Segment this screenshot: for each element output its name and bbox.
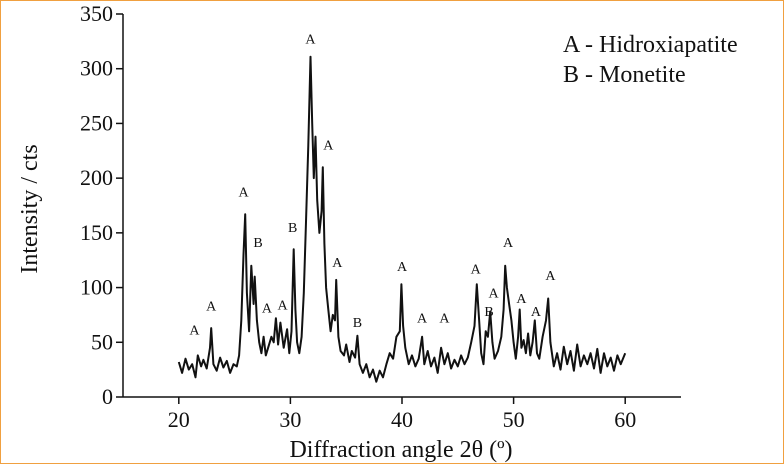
peak-label-b: B bbox=[484, 305, 493, 320]
peak-label-a: A bbox=[471, 262, 482, 277]
y-tick-label: 250 bbox=[80, 110, 113, 135]
peak-label-a: A bbox=[531, 305, 542, 320]
legend: A - Hidroxiapatite B - Monetite bbox=[563, 32, 738, 88]
y-tick-label: 0 bbox=[102, 384, 113, 409]
peak-label-a: A bbox=[439, 312, 450, 327]
legend-entry-b: B - Monetite bbox=[563, 62, 686, 88]
peak-label-a: A bbox=[206, 300, 217, 315]
peak-label-a: A bbox=[332, 256, 343, 271]
peak-label-a: A bbox=[305, 33, 316, 48]
x-tick-label: 20 bbox=[168, 407, 190, 432]
peak-label-a: A bbox=[238, 186, 249, 201]
y-tick-label: 100 bbox=[80, 275, 113, 300]
y-tick-label: 150 bbox=[80, 220, 113, 245]
tick-group: 0 50 100 150 200 250 300 350 20 30 40 50 60 bbox=[80, 1, 636, 432]
y-tick-label: 200 bbox=[80, 165, 113, 190]
peak-label-b: B bbox=[353, 316, 362, 331]
x-tick-label: 50 bbox=[503, 407, 525, 432]
y-tick-label: 300 bbox=[80, 56, 113, 81]
peak-label-a: A bbox=[278, 298, 289, 313]
peak-label-a: A bbox=[323, 139, 334, 154]
x-tick-label: 30 bbox=[279, 407, 301, 432]
x-axis-title: Diffraction angle 2θ (º) bbox=[289, 437, 512, 463]
peak-label-a: A bbox=[503, 236, 514, 251]
x-tick-label: 40 bbox=[391, 407, 413, 432]
peak-label-a: A bbox=[189, 324, 200, 339]
peak-label-a: A bbox=[545, 269, 556, 284]
peak-label-a: A bbox=[262, 302, 273, 317]
peak-label-a: A bbox=[488, 286, 499, 301]
y-tick-label: 50 bbox=[91, 329, 113, 354]
y-tick-label: 350 bbox=[80, 1, 113, 26]
peak-label-a: A bbox=[417, 312, 428, 327]
series-line bbox=[177, 55, 627, 383]
peak-label-a: A bbox=[516, 292, 527, 307]
peak-label-a: A bbox=[397, 260, 408, 275]
legend-entry-a: A - Hidroxiapatite bbox=[563, 32, 738, 58]
peak-label-b: B bbox=[288, 221, 297, 236]
y-axis-title: Intensity / cts bbox=[17, 144, 43, 273]
peak-label-b: B bbox=[253, 236, 262, 251]
x-tick-label: 60 bbox=[614, 407, 636, 432]
